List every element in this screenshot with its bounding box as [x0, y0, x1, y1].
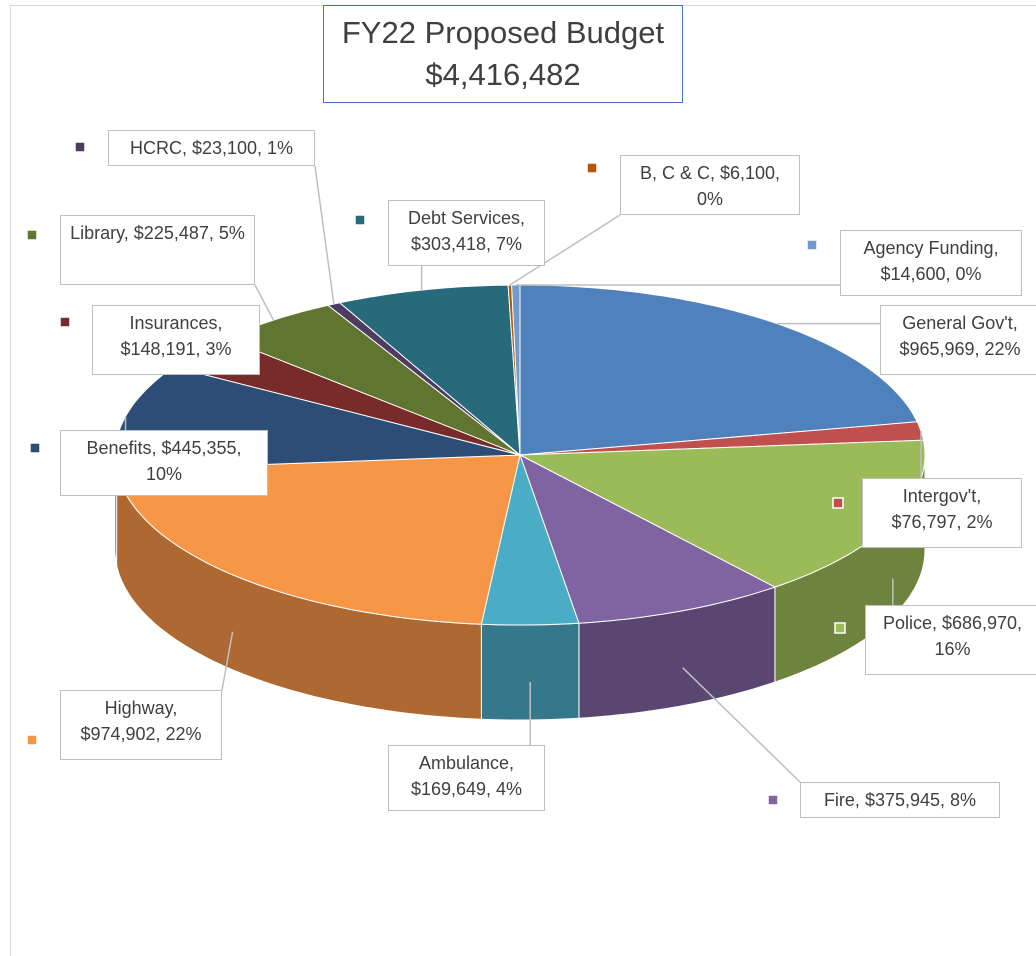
label-key [832, 497, 844, 509]
leader-line [254, 284, 275, 321]
data-label: Police, $686,970, 16% [865, 605, 1036, 675]
slice [338, 284, 521, 457]
label-key [354, 214, 366, 226]
label-key [806, 239, 818, 251]
chart-title: FY22 Proposed Budget [341, 15, 665, 50]
leader-line [314, 165, 335, 305]
label-key [59, 316, 71, 328]
data-label: Debt Services, $303,418, 7% [388, 200, 545, 266]
data-label: Highway, $974,902, 22% [60, 690, 222, 760]
data-label: Agency Funding, $14,600, 0% [840, 230, 1022, 296]
label-key [26, 229, 38, 241]
data-label: Intergov't, $76,797, 2% [862, 478, 1022, 548]
label-key [586, 162, 598, 174]
label-key [29, 442, 41, 454]
data-label: B, C & C, $6,100, 0% [620, 155, 800, 215]
data-label: Library, $225,487, 5% [60, 215, 255, 285]
slice [115, 454, 521, 625]
leader-line [221, 631, 234, 691]
slice [480, 453, 580, 626]
data-label: Fire, $375,945, 8% [800, 782, 1000, 818]
leader-line [682, 667, 801, 783]
data-label: Insurances, $148,191, 3% [92, 305, 260, 375]
slice [519, 453, 777, 624]
pie-tops [114, 284, 926, 626]
data-label: Benefits, $445,355, 10% [60, 430, 268, 496]
label-key [74, 141, 86, 153]
data-label: HCRC, $23,100, 1% [108, 130, 315, 166]
title-box: FY22 Proposed Budget $4,416,482 [323, 5, 683, 103]
data-label: General Gov't, $965,969, 22% [880, 305, 1036, 375]
pie-sides [114, 454, 926, 721]
chart-subtitle: $4,416,482 [425, 57, 581, 92]
leader-lines [124, 165, 922, 783]
label-key [767, 794, 779, 806]
label-key [834, 622, 846, 634]
leader-line [509, 214, 621, 286]
label-key [26, 734, 38, 746]
data-label: Ambulance, $169,649, 4% [388, 745, 545, 811]
